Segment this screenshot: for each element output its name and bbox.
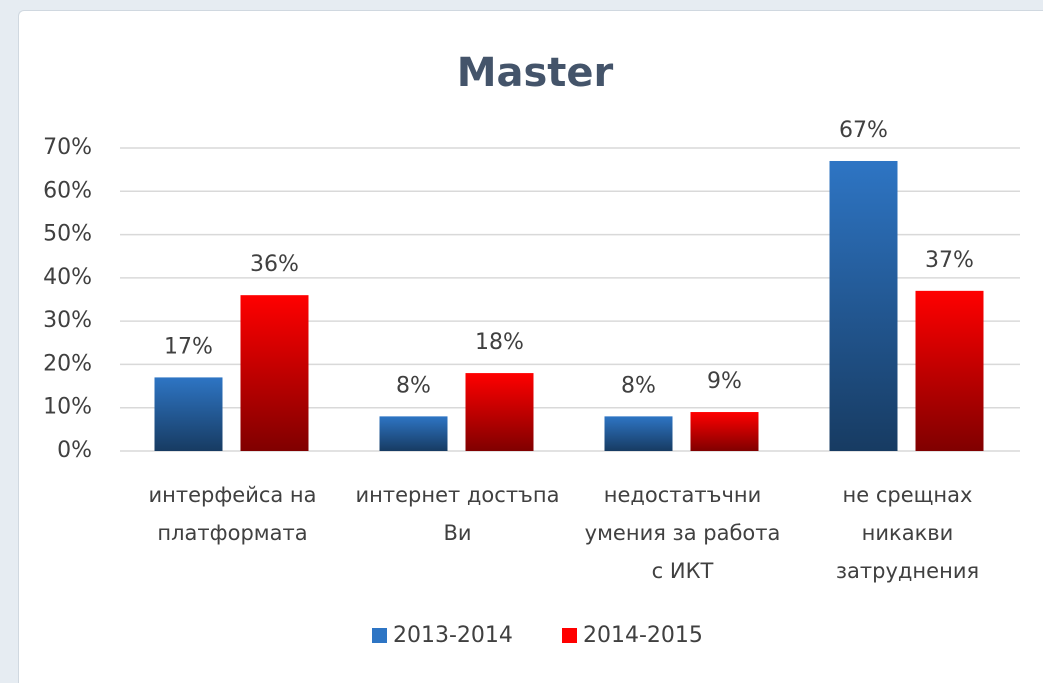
x-tick-label: недостатъчни умения за работа с ИКТ [584,483,781,583]
bar [465,373,534,451]
legend-label: 2013-2014 [393,623,513,648]
bar [240,295,309,451]
legend-label: 2014-2015 [583,623,703,648]
x-tick-label: не срещнах никакви затруднения [835,483,980,583]
data-label: 37% [925,248,974,273]
y-tick-label: 60% [43,178,92,203]
data-label: 8% [396,373,431,398]
chart-title: Master [457,50,614,96]
legend-swatch [562,628,577,643]
legend-swatch [372,628,387,643]
bar [915,290,984,451]
data-label: 18% [475,330,524,355]
x-tick-label: интернет достъпа Ви [355,483,560,545]
data-label: 8% [621,373,656,398]
y-tick-label: 0% [57,438,92,463]
bar [154,377,223,451]
bar [690,412,759,451]
y-tick-label: 40% [43,265,92,290]
bar [604,416,673,451]
bar [379,416,448,451]
y-tick-label: 20% [43,351,92,376]
y-tick-label: 50% [43,222,92,247]
data-label: 17% [164,334,213,359]
x-tick-label: интерфейса на платформата [148,483,317,545]
bar [829,160,898,451]
data-label: 67% [839,118,888,143]
y-tick-label: 70% [43,135,92,160]
data-label: 9% [707,369,742,394]
data-label: 36% [250,252,299,277]
y-tick-label: 10% [43,395,92,420]
y-tick-label: 30% [43,308,92,333]
